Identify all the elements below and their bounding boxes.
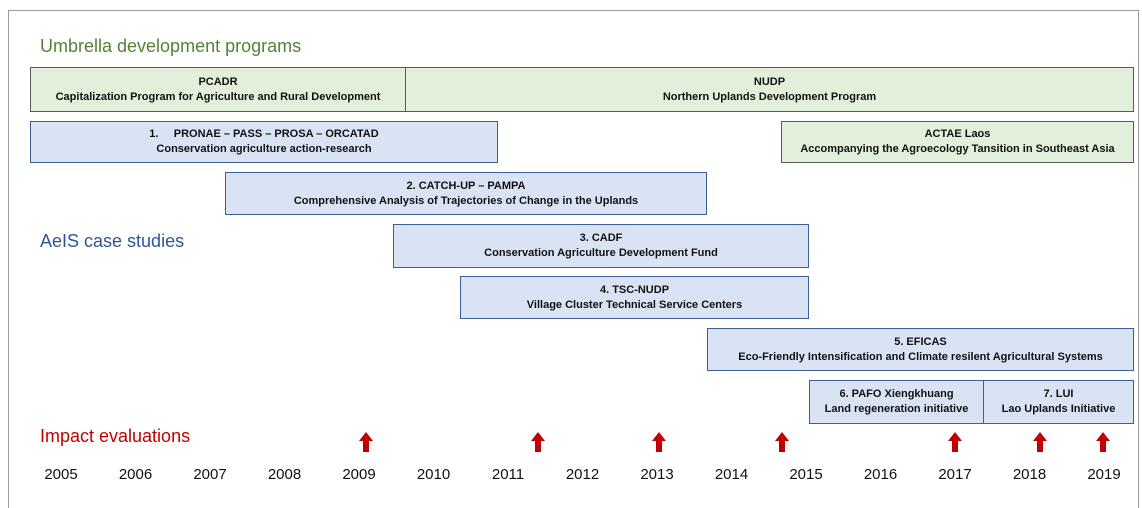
program-title: NUDP <box>753 75 786 88</box>
year-label: 2014 <box>714 466 749 483</box>
year-label: 2009 <box>342 466 376 483</box>
arrow <box>1033 432 1047 452</box>
program-subtitle: Lao Uplands Initiative <box>1001 403 1116 415</box>
program-box: 7. LUI Lao Uplands Initiative <box>983 380 1134 424</box>
arrow-group <box>359 432 1110 452</box>
program-box: 5. EFICAS Eco-Friendly Intensification an… <box>707 328 1134 371</box>
program-title: 2. CATCH-UP – PAMPA <box>406 179 526 192</box>
arrow <box>359 432 373 452</box>
arrow <box>775 432 789 452</box>
program-title: 6. PAFO Xiengkhuang <box>839 388 954 400</box>
program-subtitle: Conservation agriculture action-research <box>156 143 372 155</box>
year-label: 2011 <box>491 466 525 483</box>
program-title: 7. LUI <box>1043 388 1074 400</box>
year-label: 2015 <box>789 466 823 483</box>
program-subtitle: Capitalization Program for Agriculture a… <box>55 90 381 103</box>
section-label: AeIS case studies <box>40 231 185 251</box>
program-subtitle: Eco-Friendly Intensification and Climate… <box>738 350 1103 363</box>
program-box: 6. PAFO Xiengkhuang Land regeneration ini… <box>809 380 984 424</box>
program-title: 1. PRONAE – PASS – PROSA – ORCATAD <box>149 128 379 140</box>
program-title: 5. EFICAS <box>894 335 947 348</box>
year-label: 2010 <box>416 466 451 483</box>
program-box: 4. TSC-NUDP Village Cluster Technical Ser… <box>460 276 809 319</box>
program-title: 3. CADF <box>579 232 623 244</box>
year-label: 2017 <box>938 466 972 483</box>
program-title: PCADR <box>198 75 238 88</box>
program-title: 4. TSC-NUDP <box>599 283 670 296</box>
year-label: 2005 <box>44 466 78 483</box>
section-label: Umbrella development programs <box>40 36 302 56</box>
program-subtitle: Comprehensive Analysis of Trajectories o… <box>293 194 639 207</box>
program-subtitle: Accompanying the Agroecology Tansition i… <box>800 143 1115 155</box>
year-label: 2008 <box>267 466 302 483</box>
arrow <box>531 432 545 452</box>
year-label: 2018 <box>1012 466 1047 483</box>
year-label: 2006 <box>118 466 153 483</box>
program-title: ACTAE Laos <box>924 128 991 140</box>
year-label: 2007 <box>193 466 227 483</box>
arrow <box>1096 432 1110 452</box>
year-label: 2013 <box>640 466 674 483</box>
program-box: 1. PRONAE – PASS – PROSA – ORCATAD Conser… <box>30 121 498 163</box>
program-subtitle: Conservation Agriculture Development Fun… <box>484 247 718 259</box>
year-label: 2019 <box>1087 466 1121 483</box>
section-label: Impact evaluations <box>40 426 191 446</box>
year-label: 2016 <box>863 466 898 483</box>
program-subtitle: Northern Uplands Development Program <box>662 90 877 103</box>
frame <box>8 10 1139 508</box>
arrow <box>948 432 962 452</box>
year-label: 2012 <box>565 466 600 483</box>
program-box: PCADR Capitalization Program for Agricult… <box>30 67 406 112</box>
program-box: 3. CADF Conservation Agriculture Developm… <box>393 224 809 268</box>
arrow <box>652 432 666 452</box>
program-subtitle: Village Cluster Technical Service Center… <box>526 298 743 311</box>
program-subtitle: Land regeneration initiative <box>824 403 969 415</box>
program-box: ACTAE Laos Accompanying the Agroecology T… <box>781 121 1134 163</box>
program-box: 2. CATCH-UP – PAMPA Comprehensive Analysi… <box>225 172 707 215</box>
program-box: NUDP Northern Uplands Development Program <box>405 67 1134 112</box>
